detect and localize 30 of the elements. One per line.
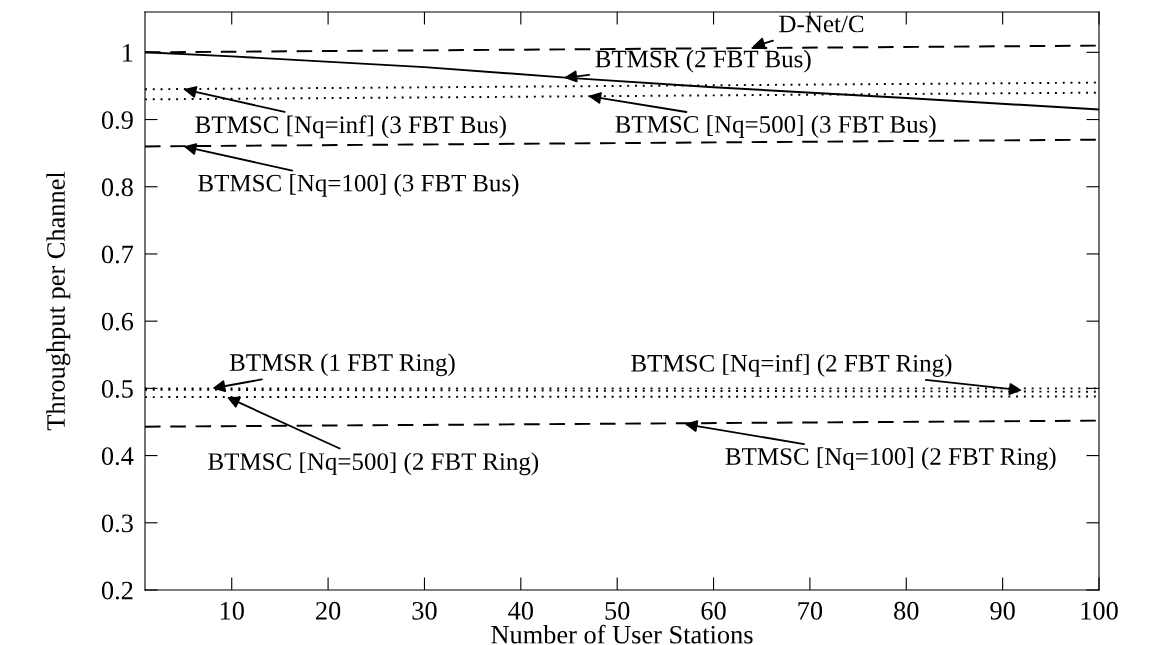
y-tick-label: 0.2 (101, 581, 133, 600)
y-tick-label: 0.7 (101, 245, 134, 264)
annotation: BTMSR (1 FBT Ring) (229, 353, 455, 377)
x-tick-label: 60 (701, 601, 726, 620)
y-tick-label: 0.8 (101, 178, 133, 197)
y-axis-title: Throughput per Channel (46, 171, 71, 431)
x-axis-title: Number of User Stations (491, 624, 753, 644)
annotation: BTMSC [Nq=500] (2 FBT Ring) (208, 452, 539, 476)
x-tick-label: 100 (1081, 601, 1118, 620)
y-tick-label: 0.4 (101, 447, 134, 466)
y-tick-label: 0.5 (101, 379, 133, 398)
annotation: D-Net/C (779, 15, 864, 33)
y-tick-label: 0.6 (101, 312, 134, 331)
annotation: BTMSC [Nq=100] (3 FBT Bus) (198, 173, 519, 197)
annotation: BTMSR (2 FBT Bus) (595, 49, 811, 73)
x-tick-label: 10 (220, 601, 244, 620)
annotation: BTMSC [Nq=inf] (3 FBT Bus) (195, 115, 506, 139)
annotation: BTMSC [Nq=500] (3 FBT Bus) (615, 115, 936, 138)
x-tick-label: 20 (316, 601, 341, 620)
annotation: BTMSC [Nq=inf] (2 FBT Ring) (631, 353, 952, 377)
y-tick-label: 1 (123, 44, 133, 62)
y-tick-label: 0.9 (101, 111, 133, 130)
x-tick-label: 90 (990, 601, 1015, 620)
x-tick-label: 40 (508, 601, 534, 620)
annotation: BTMSC [Nq=100] (2 FBT Ring) (725, 447, 1056, 471)
x-tick-label: 70 (798, 601, 823, 620)
x-tick-label: 30 (412, 601, 437, 620)
x-tick-label: 80 (894, 601, 919, 620)
x-tick-label: 50 (605, 601, 630, 620)
y-tick-label: 0.3 (101, 514, 133, 533)
